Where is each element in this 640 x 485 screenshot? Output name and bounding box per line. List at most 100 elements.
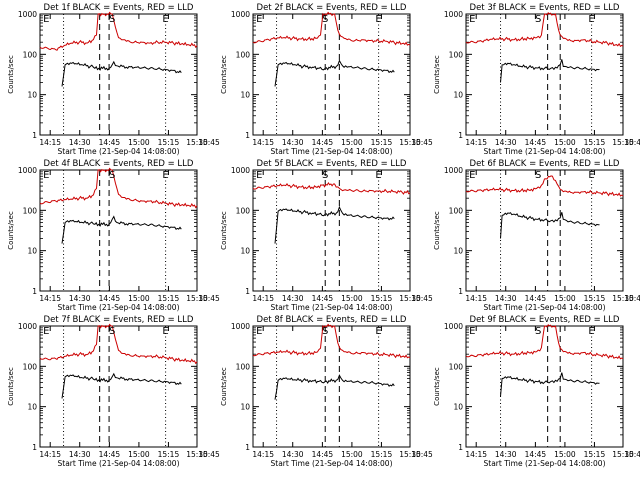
events-series-line-8f (274, 374, 395, 400)
y-tick-label-6f: 100 (449, 206, 464, 215)
x-tick-label-5f: 15:30 (399, 294, 421, 303)
y-tick-label-2f: 1000 (231, 10, 250, 19)
events-series-line-6f (500, 212, 600, 239)
x-axis-label-1f: Start Time (21-Sep-04 14:08:00) (58, 147, 180, 156)
marker-e-7f: E (43, 326, 49, 337)
plot-frame-7f (39, 325, 198, 448)
plot-title-7f: Det 7f BLACK = Events, RED = LLD (44, 315, 194, 325)
x-tick-label-5f: 15:00 (341, 294, 363, 303)
marker-e-6f: E (588, 170, 594, 181)
marker-s-1f: S (109, 14, 115, 25)
x-axis-label-7f: Start Time (21-Sep-04 14:08:00) (58, 459, 180, 468)
y-tick-label-5f: 1 (245, 287, 250, 296)
x-tick-label-7f: 15:00 (128, 450, 150, 459)
y-tick-label-7f: 1 (32, 443, 37, 452)
x-tick-label-5f: 14:15 (252, 294, 274, 303)
x-tick-label-4f: 15:00 (128, 294, 150, 303)
marker-e-2f: E (256, 14, 262, 25)
y-axis-label-9f: Counts/sec (433, 367, 441, 406)
y-tick-label-9f: 1000 (444, 322, 463, 331)
x-tick-label-6f: 14:30 (495, 294, 517, 303)
marker-s-5f: S (322, 170, 328, 181)
y-axis-label-3f: Counts/sec (433, 55, 441, 94)
x-tick-label-9f: 14:15 (465, 450, 487, 459)
x-tick-label-7f: 15:15 (158, 450, 180, 459)
x-tick-label-2f: 15:45 (411, 138, 433, 147)
plot-frame-6f (465, 169, 624, 292)
events-series-line-9f (500, 372, 600, 397)
events-series-line-4f (61, 215, 182, 244)
lld-series-line-7f (39, 323, 198, 365)
x-tick-label-4f: 14:45 (99, 294, 121, 303)
x-axis-label-4f: Start Time (21-Sep-04 14:08:00) (58, 303, 180, 312)
y-tick-label-2f: 1 (245, 131, 250, 140)
x-tick-label-2f: 14:30 (282, 138, 304, 147)
y-tick-label-3f: 10 (453, 91, 463, 100)
marker-e-3f: E (469, 14, 475, 25)
x-tick-label-5f: 15:15 (371, 294, 393, 303)
y-axis-label-1f: Counts/sec (7, 55, 15, 94)
x-tick-label-3f: 14:15 (465, 138, 487, 147)
plot-frame-1f (39, 13, 198, 136)
x-tick-label-6f: 15:30 (612, 294, 634, 303)
y-tick-label-6f: 1 (458, 287, 463, 296)
y-tick-label-5f: 10 (240, 247, 250, 256)
x-tick-label-9f: 15:00 (554, 450, 576, 459)
plot-title-2f: Det 2f BLACK = Events, RED = LLD (257, 3, 407, 13)
marker-e-6f: E (469, 170, 475, 181)
x-tick-label-4f: 14:15 (39, 294, 61, 303)
x-axis-label-8f: Start Time (21-Sep-04 14:08:00) (271, 459, 393, 468)
y-tick-label-3f: 1 (458, 131, 463, 140)
y-tick-label-1f: 10 (27, 91, 37, 100)
lld-series-line-4f (39, 167, 198, 209)
y-axis-label-4f: Counts/sec (7, 211, 15, 250)
x-tick-label-7f: 14:45 (99, 450, 121, 459)
x-tick-label-4f: 15:30 (186, 294, 208, 303)
y-tick-label-5f: 100 (236, 206, 251, 215)
plot-title-1f: Det 1f BLACK = Events, RED = LLD (44, 3, 194, 13)
y-tick-label-2f: 10 (240, 91, 250, 100)
x-tick-label-2f: 15:30 (399, 138, 421, 147)
marker-s-3f: S (535, 14, 541, 25)
marker-e-9f: E (469, 326, 475, 337)
x-tick-label-7f: 14:15 (39, 450, 61, 459)
marker-e-4f: E (43, 170, 49, 181)
x-tick-label-9f: 14:30 (495, 450, 517, 459)
marker-e-9f: E (588, 326, 594, 337)
x-axis-label-2f: Start Time (21-Sep-04 14:08:00) (271, 147, 393, 156)
events-series-line-2f (274, 59, 395, 87)
plot-frame-4f (39, 169, 198, 292)
events-series-line-7f (61, 372, 182, 399)
y-tick-label-4f: 1000 (18, 166, 37, 175)
x-tick-label-2f: 14:45 (312, 138, 334, 147)
events-series-line-1f (61, 60, 182, 87)
y-axis-label-8f: Counts/sec (220, 367, 228, 406)
plot-title-4f: Det 4f BLACK = Events, RED = LLD (44, 159, 194, 169)
x-tick-label-3f: 15:00 (554, 138, 576, 147)
marker-s-2f: S (322, 14, 328, 25)
y-tick-label-6f: 10 (453, 247, 463, 256)
x-tick-label-8f: 14:15 (252, 450, 274, 459)
plot-title-3f: Det 3f BLACK = Events, RED = LLD (470, 3, 620, 13)
y-tick-label-5f: 1000 (231, 166, 250, 175)
x-tick-label-3f: 15:45 (624, 138, 640, 147)
y-tick-label-1f: 1000 (18, 10, 37, 19)
events-series-line-5f (274, 205, 395, 244)
x-tick-label-1f: 14:15 (39, 138, 61, 147)
marker-s-8f: S (322, 326, 328, 337)
x-tick-label-1f: 15:00 (128, 138, 150, 147)
lld-series-line-6f (465, 175, 624, 197)
x-tick-label-7f: 14:30 (69, 450, 91, 459)
marker-s-4f: S (109, 170, 115, 181)
x-tick-label-7f: 15:45 (198, 450, 220, 459)
marker-e-7f: E (162, 326, 168, 337)
x-tick-label-9f: 15:30 (612, 450, 634, 459)
y-tick-label-4f: 10 (27, 247, 37, 256)
y-axis-label-7f: Counts/sec (7, 367, 15, 406)
plot-title-9f: Det 9f BLACK = Events, RED = LLD (470, 315, 620, 325)
marker-e-1f: E (162, 14, 168, 25)
lld-series-line-8f (252, 323, 411, 359)
x-tick-label-8f: 15:45 (411, 450, 433, 459)
x-tick-label-1f: 15:45 (198, 138, 220, 147)
